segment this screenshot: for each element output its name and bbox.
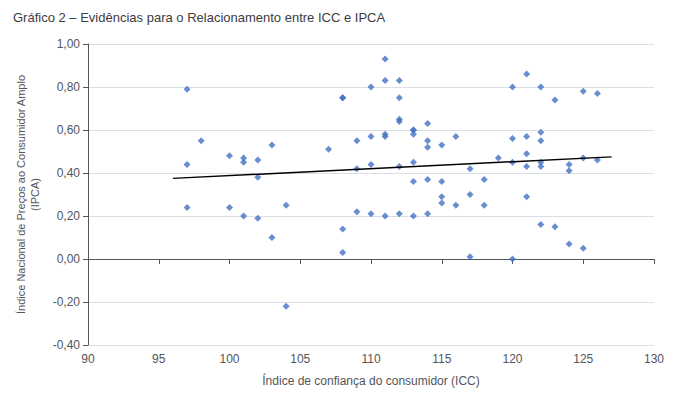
svg-text:0,20: 0,20: [57, 209, 81, 223]
svg-text:1,00: 1,00: [57, 37, 81, 51]
svg-text:95: 95: [152, 352, 166, 366]
svg-text:115: 115: [432, 352, 451, 366]
svg-text:0,80: 0,80: [57, 80, 81, 94]
svg-text:110: 110: [361, 352, 380, 366]
svg-text:130: 130: [644, 352, 664, 366]
svg-text:-0,20: -0,20: [53, 295, 81, 309]
svg-text:125: 125: [573, 352, 593, 366]
svg-text:Índice Nacional de Preços ao C: Índice Nacional de Preços ao Consumidor …: [15, 75, 27, 314]
svg-text:100: 100: [219, 352, 239, 366]
svg-text:(IPCA): (IPCA): [29, 178, 41, 211]
svg-text:105: 105: [290, 352, 310, 366]
svg-text:0,60: 0,60: [57, 123, 81, 137]
svg-text:120: 120: [502, 352, 522, 366]
svg-text:0,00: 0,00: [57, 252, 81, 266]
svg-text:90: 90: [81, 352, 95, 366]
svg-text:0,40: 0,40: [57, 166, 81, 180]
svg-text:Gráfico 2 – Evidências para o: Gráfico 2 – Evidências para o Relacionam…: [13, 10, 385, 25]
svg-text:Índice de confiança do consumi: Índice de confiança do consumidor (ICC): [262, 373, 479, 388]
svg-text:-0,40: -0,40: [53, 338, 81, 352]
